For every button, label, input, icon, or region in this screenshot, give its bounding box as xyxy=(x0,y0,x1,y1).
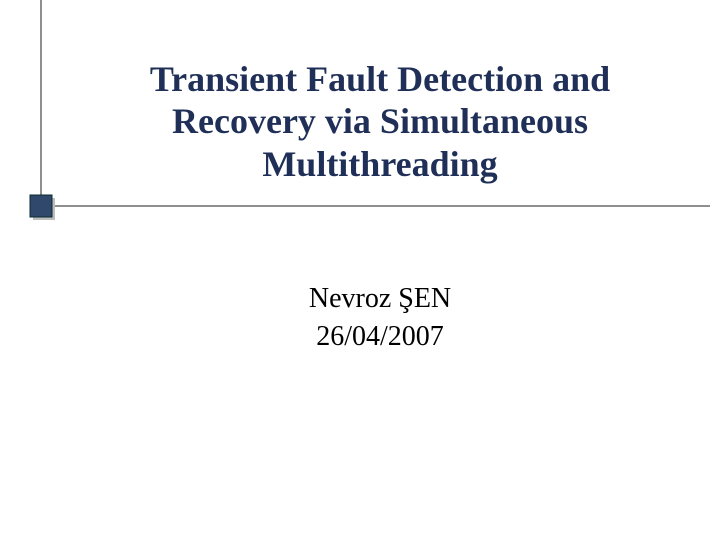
accent-square xyxy=(30,195,52,217)
author-name: Nevroz ŞEN xyxy=(100,280,660,318)
slide-title: Transient Fault Detection and Recovery v… xyxy=(100,58,660,185)
slide: Transient Fault Detection and Recovery v… xyxy=(0,0,720,540)
presentation-date: 26/04/2007 xyxy=(100,318,660,356)
accent-square-shadow xyxy=(33,198,55,220)
slide-subtitle: Nevroz ŞEN 26/04/2007 xyxy=(100,280,660,356)
